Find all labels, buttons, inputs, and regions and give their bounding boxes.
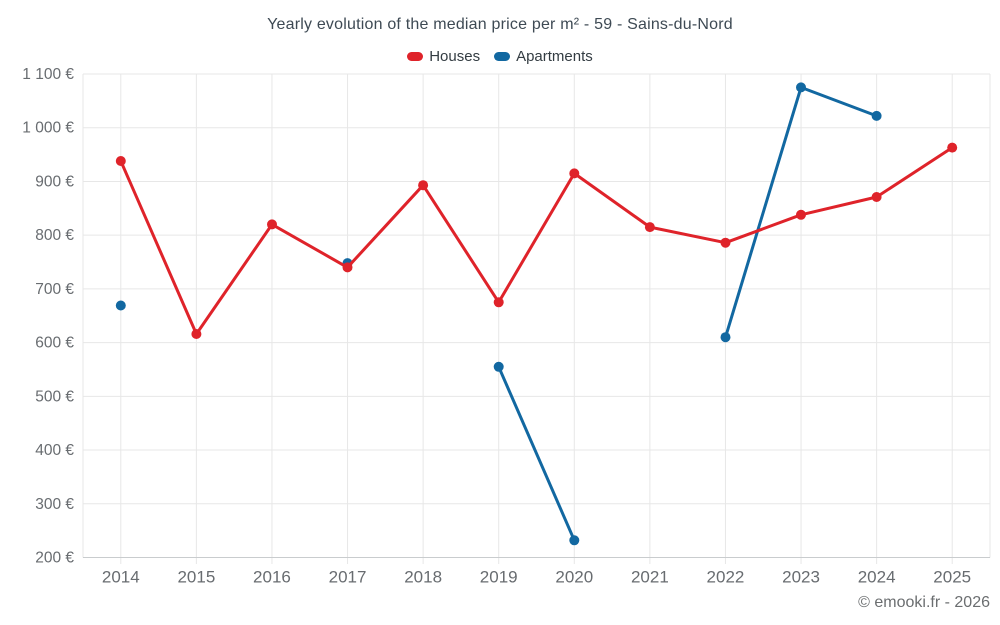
apartments-point-2019[interactable]	[493, 361, 504, 372]
houses-point-2025[interactable]	[947, 142, 958, 153]
houses-point-2024[interactable]	[871, 192, 882, 202]
houses-line	[119, 146, 954, 336]
houses-point-2023[interactable]	[796, 209, 806, 220]
x-axis-label: 2014	[102, 568, 140, 587]
apartments-point-2020[interactable]	[569, 535, 580, 546]
houses-point-2018[interactable]	[418, 180, 429, 191]
houses-point-2020[interactable]	[569, 168, 580, 179]
x-axis-label: 2018	[404, 568, 442, 587]
legend-label: Apartments	[516, 47, 593, 65]
legend-item-apartments[interactable]: Apartments	[494, 48, 593, 65]
houses-point-2017[interactable]	[342, 262, 353, 273]
legend-item-houses[interactable]: Houses	[407, 48, 480, 65]
apartments-line	[497, 365, 576, 542]
houses-point-2021[interactable]	[644, 222, 655, 233]
houses-point-2022[interactable]	[720, 237, 731, 248]
x-axis-label: 2020	[555, 568, 593, 587]
apartments-point-2023[interactable]	[796, 82, 806, 93]
apartments-point-2014[interactable]	[115, 300, 126, 311]
y-axis-label: 900 €	[35, 173, 74, 190]
apartments-point-2024[interactable]	[871, 110, 882, 121]
x-axis-label: 2024	[858, 568, 896, 587]
x-axis-label: 2025	[933, 568, 971, 587]
y-axis-label: 800 €	[35, 227, 74, 244]
y-axis-label: 200 €	[35, 550, 74, 567]
chart-title: Yearly evolution of the median price per…	[267, 16, 733, 33]
legend-label: Houses	[429, 47, 481, 65]
series-houses	[115, 142, 958, 339]
x-axis-label: 2021	[631, 568, 669, 587]
houses-point-2016[interactable]	[267, 219, 277, 230]
x-axis-label: 2022	[707, 568, 745, 587]
y-axis-label: 1 100 €	[22, 66, 74, 83]
houses-point-2019[interactable]	[493, 297, 504, 308]
houses-legend-marker	[407, 51, 424, 61]
x-axis-label: 2019	[480, 568, 518, 587]
y-axis-label: 500 €	[35, 388, 74, 405]
y-axis-label: 600 €	[35, 335, 74, 352]
x-axis-label: 2016	[253, 568, 291, 587]
x-axis-label: 2017	[329, 568, 367, 587]
x-axis-label: 2023	[782, 568, 820, 587]
apartments-point-2022[interactable]	[720, 332, 731, 343]
houses-point-2015[interactable]	[191, 329, 202, 339]
legend: Houses Apartments	[0, 46, 1000, 66]
x-axis-label: 2015	[177, 568, 215, 587]
y-axis-label: 1 000 €	[22, 120, 74, 137]
copyright-text: © emooki.fr - 2026	[858, 594, 990, 611]
y-axis-label: 700 €	[35, 281, 74, 298]
y-axis-label: 300 €	[35, 496, 74, 513]
houses-point-2014[interactable]	[115, 156, 126, 166]
apartments-legend-marker	[494, 51, 511, 61]
y-axis-label: 400 €	[35, 442, 74, 459]
